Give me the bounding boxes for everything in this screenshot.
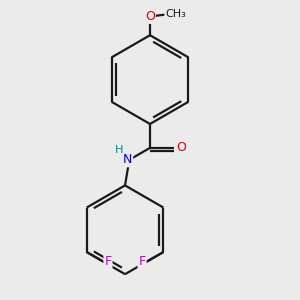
- Text: O: O: [177, 141, 187, 154]
- Text: H: H: [115, 146, 123, 155]
- Text: F: F: [139, 255, 146, 268]
- Text: F: F: [104, 255, 112, 268]
- Text: CH₃: CH₃: [165, 9, 186, 19]
- Text: O: O: [145, 10, 155, 23]
- Text: N: N: [123, 153, 132, 166]
